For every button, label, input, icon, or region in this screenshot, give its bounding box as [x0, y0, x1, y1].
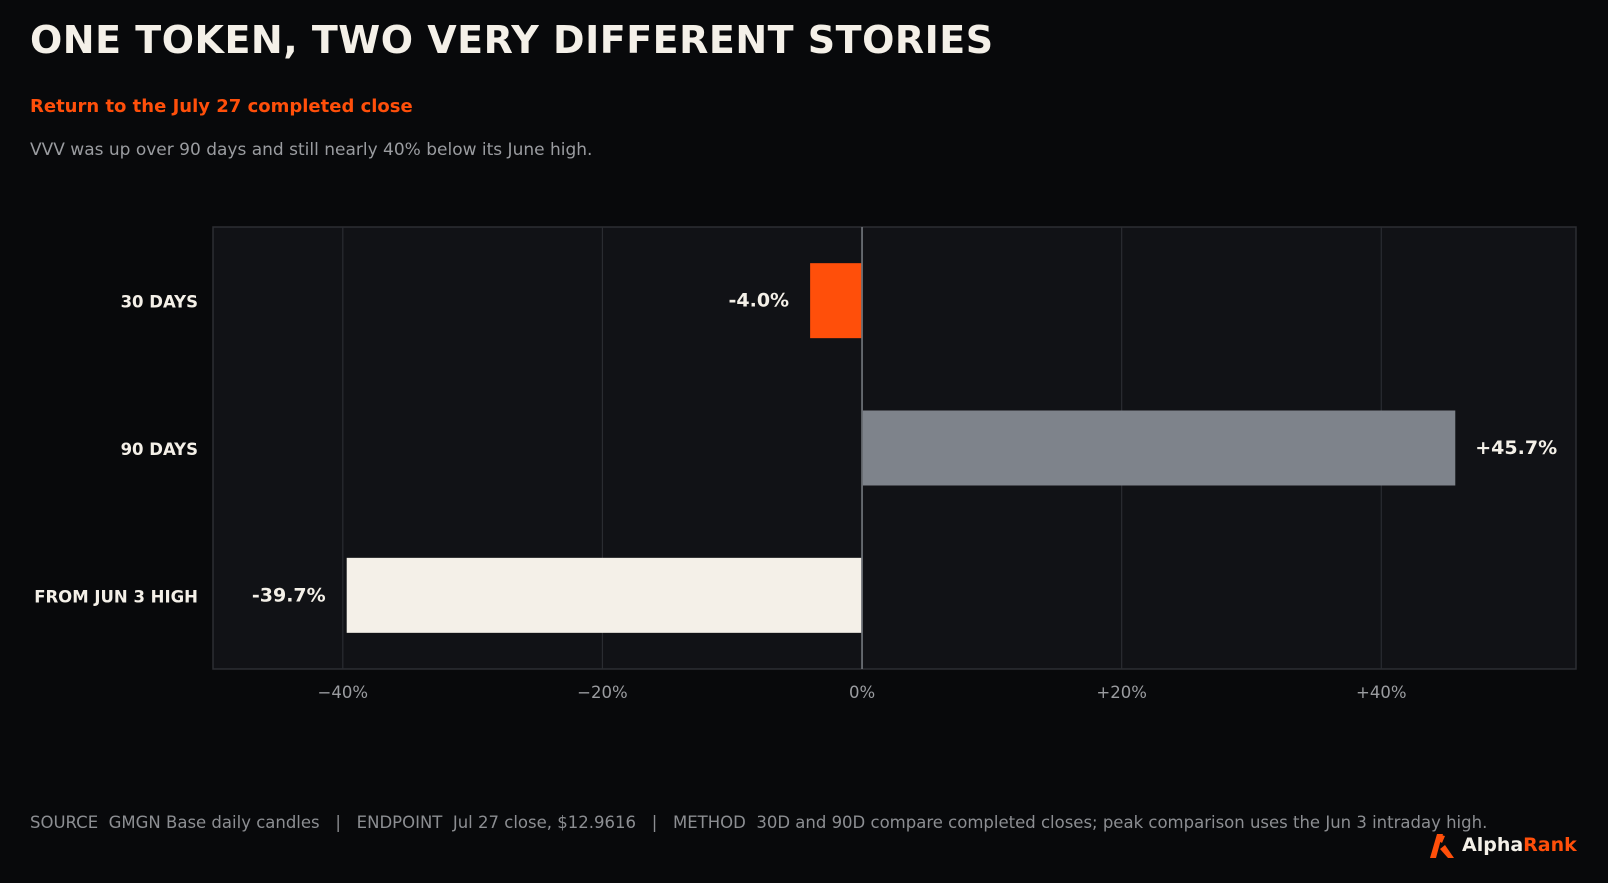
- bar: [862, 410, 1456, 486]
- bar-value-label: -39.7%: [252, 584, 326, 606]
- brand-name-rank: Rank: [1523, 834, 1577, 856]
- bar: [346, 557, 863, 633]
- bar-chart: −40% −20% 0% +20% +40% 30 DAYS -4.0% 90 DAYS +45…: [34, 226, 1577, 702]
- y-category-label: 90 DAYS: [121, 440, 198, 459]
- source-footer: SOURCE GMGN Base daily candles | ENDPOIN…: [30, 813, 1488, 832]
- y-category-label: FROM JUN 3 HIGH: [34, 587, 198, 606]
- chart-description: VVV was up over 90 days and still nearly…: [30, 140, 593, 160]
- y-category-label: 30 DAYS: [121, 293, 198, 312]
- bar: [810, 263, 863, 339]
- x-tick-label: +40%: [1356, 683, 1407, 702]
- chart-subtitle: Return to the July 27 completed close: [30, 96, 413, 117]
- x-tick-label: −20%: [577, 683, 628, 702]
- bar-value-label: +45.7%: [1475, 437, 1557, 459]
- x-tick-label: −40%: [318, 683, 369, 702]
- alpharank-logo-icon: [1430, 834, 1454, 858]
- chart-title: ONE TOKEN, TWO VERY DIFFERENT STORIES: [30, 18, 994, 62]
- bar-value-label: -4.0%: [729, 290, 790, 312]
- brand-logo: AlphaRank: [1428, 830, 1577, 860]
- brand-name-alpha: Alpha: [1462, 834, 1524, 856]
- x-tick-label: 0%: [849, 683, 875, 702]
- x-tick-label: +20%: [1096, 683, 1147, 702]
